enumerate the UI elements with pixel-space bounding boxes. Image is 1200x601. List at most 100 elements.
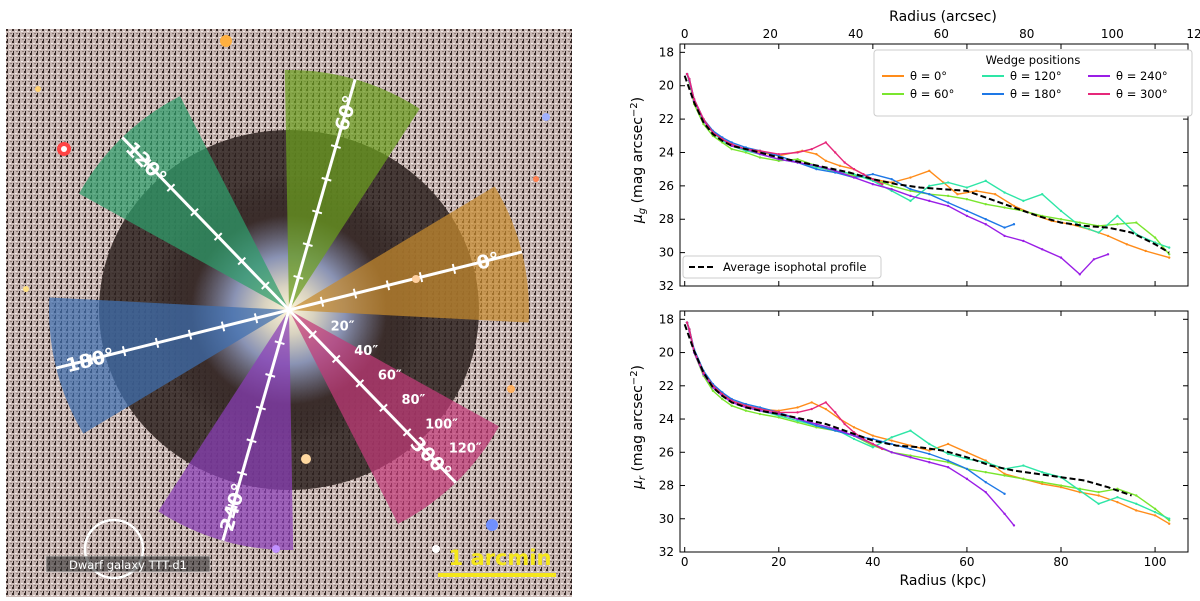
data-point [852, 437, 856, 441]
axis-tick [426, 452, 436, 461]
top-x-tick-label: 20 [763, 27, 778, 41]
wedge-axis-180 [55, 308, 290, 370]
data-point [909, 189, 912, 193]
data-point [777, 411, 780, 414]
avg-legend: Average isophotal profile [682, 255, 882, 279]
data-point [1059, 484, 1063, 487]
upper-y-axis-label: μg (mag arcsec−2) [629, 97, 648, 224]
data-point [928, 449, 931, 452]
data-point [909, 444, 912, 447]
data-point [815, 166, 818, 169]
data-point [975, 189, 978, 193]
data-point [1167, 253, 1171, 256]
data-point [1059, 485, 1063, 489]
data-point [838, 164, 842, 168]
data-point [1003, 512, 1006, 515]
wedge-legend: Wedge positions θ = 0°θ = 60°θ = 120°θ =… [873, 49, 1193, 117]
data-point [1003, 492, 1006, 496]
data-point [815, 152, 818, 156]
data-point [1167, 519, 1171, 522]
data-point [824, 407, 828, 411]
legend-label: θ = 120° [1010, 69, 1062, 83]
data-point [688, 77, 691, 81]
data-point [890, 177, 893, 181]
axis-tick [154, 337, 160, 348]
series-line [686, 73, 883, 185]
data-point [984, 179, 987, 183]
data-point [1078, 221, 1082, 224]
data-point [1012, 223, 1016, 226]
radius-tick-label: 100″ [425, 417, 458, 432]
data-point [815, 424, 818, 427]
data-point [796, 421, 799, 424]
y-tick-label: 32 [659, 545, 674, 559]
average-profile-line [683, 323, 1132, 497]
data-point [1022, 199, 1025, 203]
data-point [1167, 522, 1171, 525]
data-point [881, 182, 884, 186]
data-point [744, 402, 748, 406]
wedge-60 [284, 70, 420, 310]
data-point [965, 214, 969, 218]
data-point [1167, 256, 1171, 259]
upper-panel: 18 20 22 24 26 28 30 32 μg (mag arcsec−2) Wedge… [629, 43, 1193, 293]
data-point [843, 161, 846, 164]
data-point [1116, 223, 1119, 226]
y-tick-label: 20 [659, 79, 674, 93]
data-point [777, 414, 780, 417]
axis-tick [246, 438, 257, 444]
data-point [1040, 248, 1044, 251]
data-point [1167, 517, 1171, 520]
lower-panel: 0 20 40 60 80 100 18 20 22 24 26 28 30 32 μr (mag arc… [629, 310, 1189, 569]
data-point [1059, 209, 1063, 213]
data-point [852, 167, 856, 171]
top-x-tick-label: 40 [848, 27, 863, 41]
data-point [702, 122, 705, 126]
data-point [993, 193, 997, 196]
data-point [1003, 191, 1006, 194]
y-tick-label: 26 [659, 445, 674, 459]
data-point [777, 409, 780, 412]
data-point [777, 416, 780, 419]
data-point [1003, 206, 1006, 209]
axis-tick [331, 354, 341, 364]
data-point [946, 201, 950, 204]
axis-tick [253, 313, 259, 324]
radius-tick-label: 20″ [331, 319, 355, 334]
data-point [1012, 204, 1016, 208]
y-tick-label: 18 [659, 45, 674, 59]
data-point [1116, 495, 1119, 499]
radius-tick-label: 40″ [354, 344, 378, 359]
axis-tick [321, 176, 332, 182]
data-point [758, 412, 762, 416]
data-point [1040, 482, 1044, 486]
legend-label: θ = 300° [1116, 87, 1168, 101]
data-point [1078, 273, 1082, 276]
data-point [721, 392, 724, 396]
average-profile-line [683, 75, 1170, 254]
data-point [909, 176, 912, 179]
lower-panel-series [683, 321, 1171, 527]
data-point [1078, 489, 1082, 492]
data-point [1106, 253, 1110, 256]
lower-y-axis-label: μr (mag arcsec−2) [629, 365, 648, 490]
data-point [1153, 236, 1157, 239]
data-point [744, 404, 748, 407]
axis-tick [402, 428, 412, 437]
x-tick-label: 60 [959, 555, 974, 569]
data-point [843, 422, 846, 426]
data-point [1167, 246, 1171, 249]
data-point [909, 199, 912, 203]
data-point [758, 406, 762, 409]
data-point [796, 157, 799, 161]
axis-tick [237, 256, 247, 266]
axis-tick [166, 183, 176, 192]
data-point [984, 203, 987, 206]
data-point [815, 426, 818, 429]
data-point [890, 189, 893, 193]
data-point [834, 171, 837, 174]
data-point [1012, 524, 1016, 527]
data-point [1022, 239, 1025, 243]
data-point [862, 172, 865, 176]
data-point [1040, 480, 1044, 484]
